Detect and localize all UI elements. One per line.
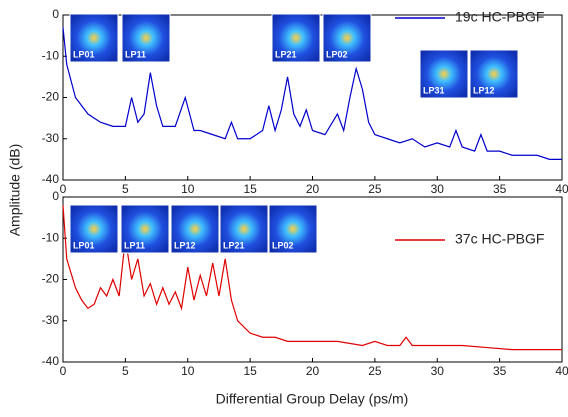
mode-label: LP01 [73,49,95,59]
mode-image [120,204,170,254]
mode-image [419,49,469,99]
x-tick-label: 20 [306,182,320,196]
x-tick-label: 25 [368,182,382,196]
x-tick-label: 5 [122,364,129,378]
mode-label: LP31 [423,85,445,95]
x-tick-label: 10 [181,364,195,378]
mode-image [69,204,119,254]
x-tick-label: 5 [122,182,129,196]
y-tick-label: -30 [42,313,60,327]
x-tick-label: 15 [243,182,257,196]
mode-label: LP12 [174,240,196,250]
x-axis-label: Differential Group Delay (ps/m) [216,391,409,407]
x-tick-label: 0 [60,182,67,196]
y-tick-label: -20 [42,90,60,104]
mode-label: LP02 [272,240,294,250]
y-tick-label: -40 [42,172,60,186]
legend-label: 19c HC-PBGF [455,9,544,25]
mode-image [170,204,220,254]
y-tick-label: 0 [52,189,59,203]
y-tick-label: -20 [42,272,60,286]
mode-image [271,13,321,63]
y-tick-label: -30 [42,131,60,145]
y-tick-label: -10 [42,48,60,62]
mode-label: LP12 [473,85,495,95]
x-tick-label: 40 [555,364,568,378]
x-tick-label: 30 [431,364,445,378]
x-tick-label: 35 [493,182,507,196]
x-tick-label: 30 [431,182,445,196]
y-tick-label: 0 [52,7,59,21]
y-axis-label: Amplitude (dB) [7,144,23,237]
mode-label: LP21 [223,240,245,250]
mode-label: LP11 [125,49,146,59]
mode-image [219,204,269,254]
mode-image [268,204,318,254]
legend-label: 37c HC-PBGF [455,231,544,247]
series-line [62,27,562,160]
x-tick-label: 20 [306,364,320,378]
mode-image [322,13,372,63]
x-tick-label: 35 [493,364,507,378]
x-tick-label: 25 [368,364,382,378]
mode-image [121,13,171,63]
y-tick-label: -40 [42,354,60,368]
x-tick-label: 15 [243,364,257,378]
mode-label: LP21 [275,49,297,59]
x-tick-label: 0 [60,364,67,378]
x-tick-label: 40 [555,182,568,196]
mode-image [69,13,119,63]
mode-label: LP01 [73,240,95,250]
y-tick-label: -10 [42,230,60,244]
mode-label: LP02 [326,49,348,59]
x-tick-label: 10 [181,182,195,196]
series-line [62,205,562,351]
mode-label: LP11 [124,240,145,250]
mode-image [469,49,519,99]
